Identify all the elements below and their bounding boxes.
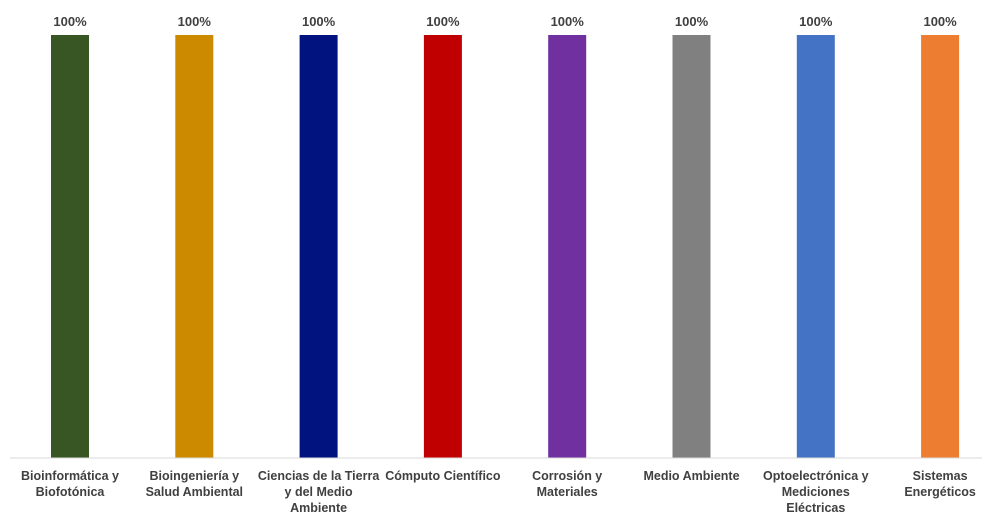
bar [423, 35, 462, 458]
data-label: 100% [923, 14, 957, 29]
bar [175, 35, 214, 458]
data-label: 100% [302, 14, 336, 29]
data-label: 100% [53, 14, 87, 29]
x-tick-label: Bioinformática y Biofotónica [21, 469, 119, 499]
data-label: 100% [426, 14, 460, 29]
bar [796, 35, 835, 458]
data-label: 100% [178, 14, 212, 29]
x-tick-label: Bioingeniería y Salud Ambiental [145, 469, 244, 499]
x-tick-label: Optoelectrónica y Mediciones Eléctricas [763, 469, 869, 515]
x-tick-label: Cómputo Científico [385, 469, 501, 483]
x-tick-label: Sistemas Energéticos [904, 469, 976, 499]
bar [548, 35, 587, 458]
data-label: 100% [675, 14, 709, 29]
bars-group [51, 35, 960, 458]
bar [672, 35, 711, 458]
data-labels-group: 100% 100% 100% 100% 100% 100% 100% 100% [53, 14, 957, 29]
x-tick-label: Corrosión y Materiales [532, 469, 603, 499]
data-label: 100% [799, 14, 833, 29]
bar [299, 35, 338, 458]
bar [921, 35, 960, 458]
x-tick-label: Ciencias de la Tierra y del Medio Ambien… [257, 469, 380, 515]
x-tick-label: Medio Ambiente [643, 469, 740, 483]
data-label: 100% [551, 14, 585, 29]
bar [51, 35, 89, 458]
